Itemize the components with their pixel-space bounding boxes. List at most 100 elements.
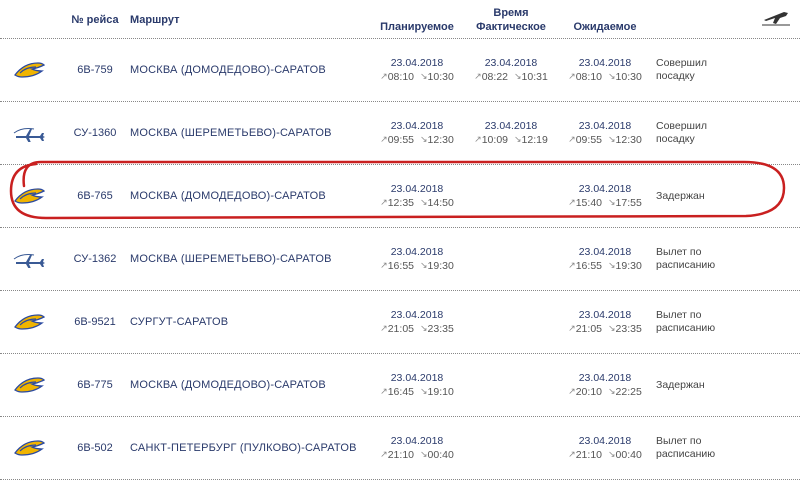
flight-route: МОСКВА (ДОМОДЕДОВО)-САРАТОВ	[130, 64, 370, 76]
flight-number: 6В-9521	[60, 316, 130, 328]
time-actual-arr: 10:31	[514, 71, 548, 83]
time-planned-date: 23.04.2018	[391, 246, 444, 258]
flight-row[interactable]: 6В-775 МОСКВА (ДОМОДЕДОВО)-САРАТОВ 23.04…	[0, 354, 800, 416]
time-actual-dep: 10:09	[474, 134, 508, 146]
header-route: Маршрут	[130, 14, 370, 26]
flight-number: 6В-775	[60, 379, 130, 391]
time-expected: 23.04.2018 15:40 17:55	[558, 183, 652, 209]
time-expected-dep: 16:55	[568, 260, 602, 272]
time-expected-date: 23.04.2018	[579, 246, 632, 258]
time-actual-dep: 08:22	[474, 71, 508, 83]
airline-logo-icon	[0, 185, 60, 207]
airline-logo-icon	[0, 250, 60, 268]
flight-row[interactable]: СУ-1362 МОСКВА (ШЕРЕМЕТЬЕВО)-САРАТОВ 23.…	[0, 228, 800, 290]
time-expected-arr: 10:30	[608, 71, 642, 83]
time-expected-dep: 15:40	[568, 197, 602, 209]
header-time: Время	[371, 7, 651, 19]
time-planned-dep: 12:35	[380, 197, 414, 209]
time-planned: 23.04.2018 16:45 19:10	[370, 372, 464, 398]
flights-table: № рейса Маршрут Время Планируемое Фактич…	[0, 0, 800, 480]
time-expected: 23.04.2018 20:10 22:25	[558, 372, 652, 398]
airline-logo-icon	[0, 311, 60, 333]
time-expected-date: 23.04.2018	[579, 309, 632, 321]
time-expected: 23.04.2018 09:55 12:30	[558, 120, 652, 146]
airline-logo-icon	[0, 374, 60, 396]
time-expected-dep: 09:55	[568, 134, 602, 146]
flight-number: 6В-759	[60, 64, 130, 76]
time-planned-dep: 16:45	[380, 386, 414, 398]
time-planned-dep: 16:55	[380, 260, 414, 272]
time-expected-date: 23.04.2018	[579, 372, 632, 384]
time-expected-dep: 21:05	[568, 323, 602, 335]
time-planned-date: 23.04.2018	[391, 120, 444, 132]
airline-logo-icon	[0, 59, 60, 81]
time-expected: 23.04.2018 16:55 19:30	[558, 246, 652, 272]
time-expected-date: 23.04.2018	[579, 57, 632, 69]
flight-number: СУ-1360	[60, 127, 130, 139]
time-expected: 23.04.2018 08:10 10:30	[558, 57, 652, 83]
time-planned: 23.04.2018 08:10 10:30	[370, 57, 464, 83]
time-expected-arr: 00:40	[608, 449, 642, 461]
time-expected-dep: 20:10	[568, 386, 602, 398]
time-actual-date: 23.04.2018	[485, 120, 538, 132]
time-planned-arr: 00:40	[420, 449, 454, 461]
rows-container: 6В-759 МОСКВА (ДОМОДЕДОВО)-САРАТОВ 23.04…	[0, 39, 800, 480]
time-planned: 23.04.2018 21:10 00:40	[370, 435, 464, 461]
time-expected-arr: 17:55	[608, 197, 642, 209]
time-actual: 23.04.2018 08:22 10:31	[464, 57, 558, 83]
time-planned-arr: 23:35	[420, 323, 454, 335]
time-actual: 23.04.2018 10:09 12:19	[464, 120, 558, 146]
time-expected-arr: 19:30	[608, 260, 642, 272]
flight-number: 6В-765	[60, 190, 130, 202]
time-planned-dep: 21:05	[380, 323, 414, 335]
flight-status: Вылет по расписанию	[652, 309, 742, 334]
flight-row[interactable]: 6В-502 САНКТ-ПЕТЕРБУРГ (ПУЛКОВО)-САРАТОВ…	[0, 417, 800, 479]
time-planned-arr: 19:10	[420, 386, 454, 398]
flight-row[interactable]: 6В-765 МОСКВА (ДОМОДЕДОВО)-САРАТОВ 23.04…	[0, 165, 800, 227]
time-planned-arr: 19:30	[420, 260, 454, 272]
time-expected-date: 23.04.2018	[579, 435, 632, 447]
flight-route: СУРГУТ-САРАТОВ	[130, 316, 370, 328]
time-expected-dep: 21:10	[568, 449, 602, 461]
time-planned: 23.04.2018 09:55 12:30	[370, 120, 464, 146]
time-expected-arr: 23:35	[608, 323, 642, 335]
time-expected: 23.04.2018 21:05 23:35	[558, 309, 652, 335]
time-planned-date: 23.04.2018	[391, 435, 444, 447]
flight-row[interactable]: СУ-1360 МОСКВА (ШЕРЕМЕТЬЕВО)-САРАТОВ 23.…	[0, 102, 800, 164]
time-planned-date: 23.04.2018	[391, 372, 444, 384]
flight-status: Вылет по расписанию	[652, 435, 742, 460]
time-expected-arr: 22:25	[608, 386, 642, 398]
time-planned-arr: 10:30	[420, 71, 454, 83]
flight-route: МОСКВА (ШЕРЕМЕТЬЕВО)-САРАТОВ	[130, 253, 370, 265]
time-expected-date: 23.04.2018	[579, 120, 632, 132]
header-actual: Фактическое	[464, 21, 558, 33]
time-planned-arr: 12:30	[420, 134, 454, 146]
flight-number: 6В-502	[60, 442, 130, 454]
header-flight-no: № рейса	[60, 14, 130, 26]
time-planned-dep: 21:10	[380, 449, 414, 461]
flight-status: Совершил посадку	[652, 120, 742, 145]
flight-status: Вылет по расписанию	[652, 246, 742, 271]
arrival-plane-icon	[762, 6, 790, 26]
flight-status: Задержан	[652, 190, 742, 203]
flight-row[interactable]: 6В-9521 СУРГУТ-САРАТОВ 23.04.2018 21:05 …	[0, 291, 800, 353]
time-actual-arr: 12:19	[514, 134, 548, 146]
flight-route: МОСКВА (ШЕРЕМЕТЬЕВО)-САРАТОВ	[130, 127, 370, 139]
header-expected: Ожидаемое	[558, 21, 652, 33]
time-planned: 23.04.2018 21:05 23:35	[370, 309, 464, 335]
time-expected-date: 23.04.2018	[579, 183, 632, 195]
flight-route: САНКТ-ПЕТЕРБУРГ (ПУЛКОВО)-САРАТОВ	[130, 442, 370, 454]
flight-route: МОСКВА (ДОМОДЕДОВО)-САРАТОВ	[130, 190, 370, 202]
header-planned: Планируемое	[370, 21, 464, 33]
time-planned-dep: 09:55	[380, 134, 414, 146]
airline-logo-icon	[0, 437, 60, 459]
flight-row[interactable]: 6В-759 МОСКВА (ДОМОДЕДОВО)-САРАТОВ 23.04…	[0, 39, 800, 101]
row-divider	[0, 479, 800, 480]
time-planned-arr: 14:50	[420, 197, 454, 209]
time-planned-date: 23.04.2018	[391, 183, 444, 195]
time-planned-dep: 08:10	[380, 71, 414, 83]
time-planned: 23.04.2018 16:55 19:30	[370, 246, 464, 272]
flight-number: СУ-1362	[60, 253, 130, 265]
time-expected-dep: 08:10	[568, 71, 602, 83]
table-header: № рейса Маршрут Время Планируемое Фактич…	[0, 0, 800, 38]
